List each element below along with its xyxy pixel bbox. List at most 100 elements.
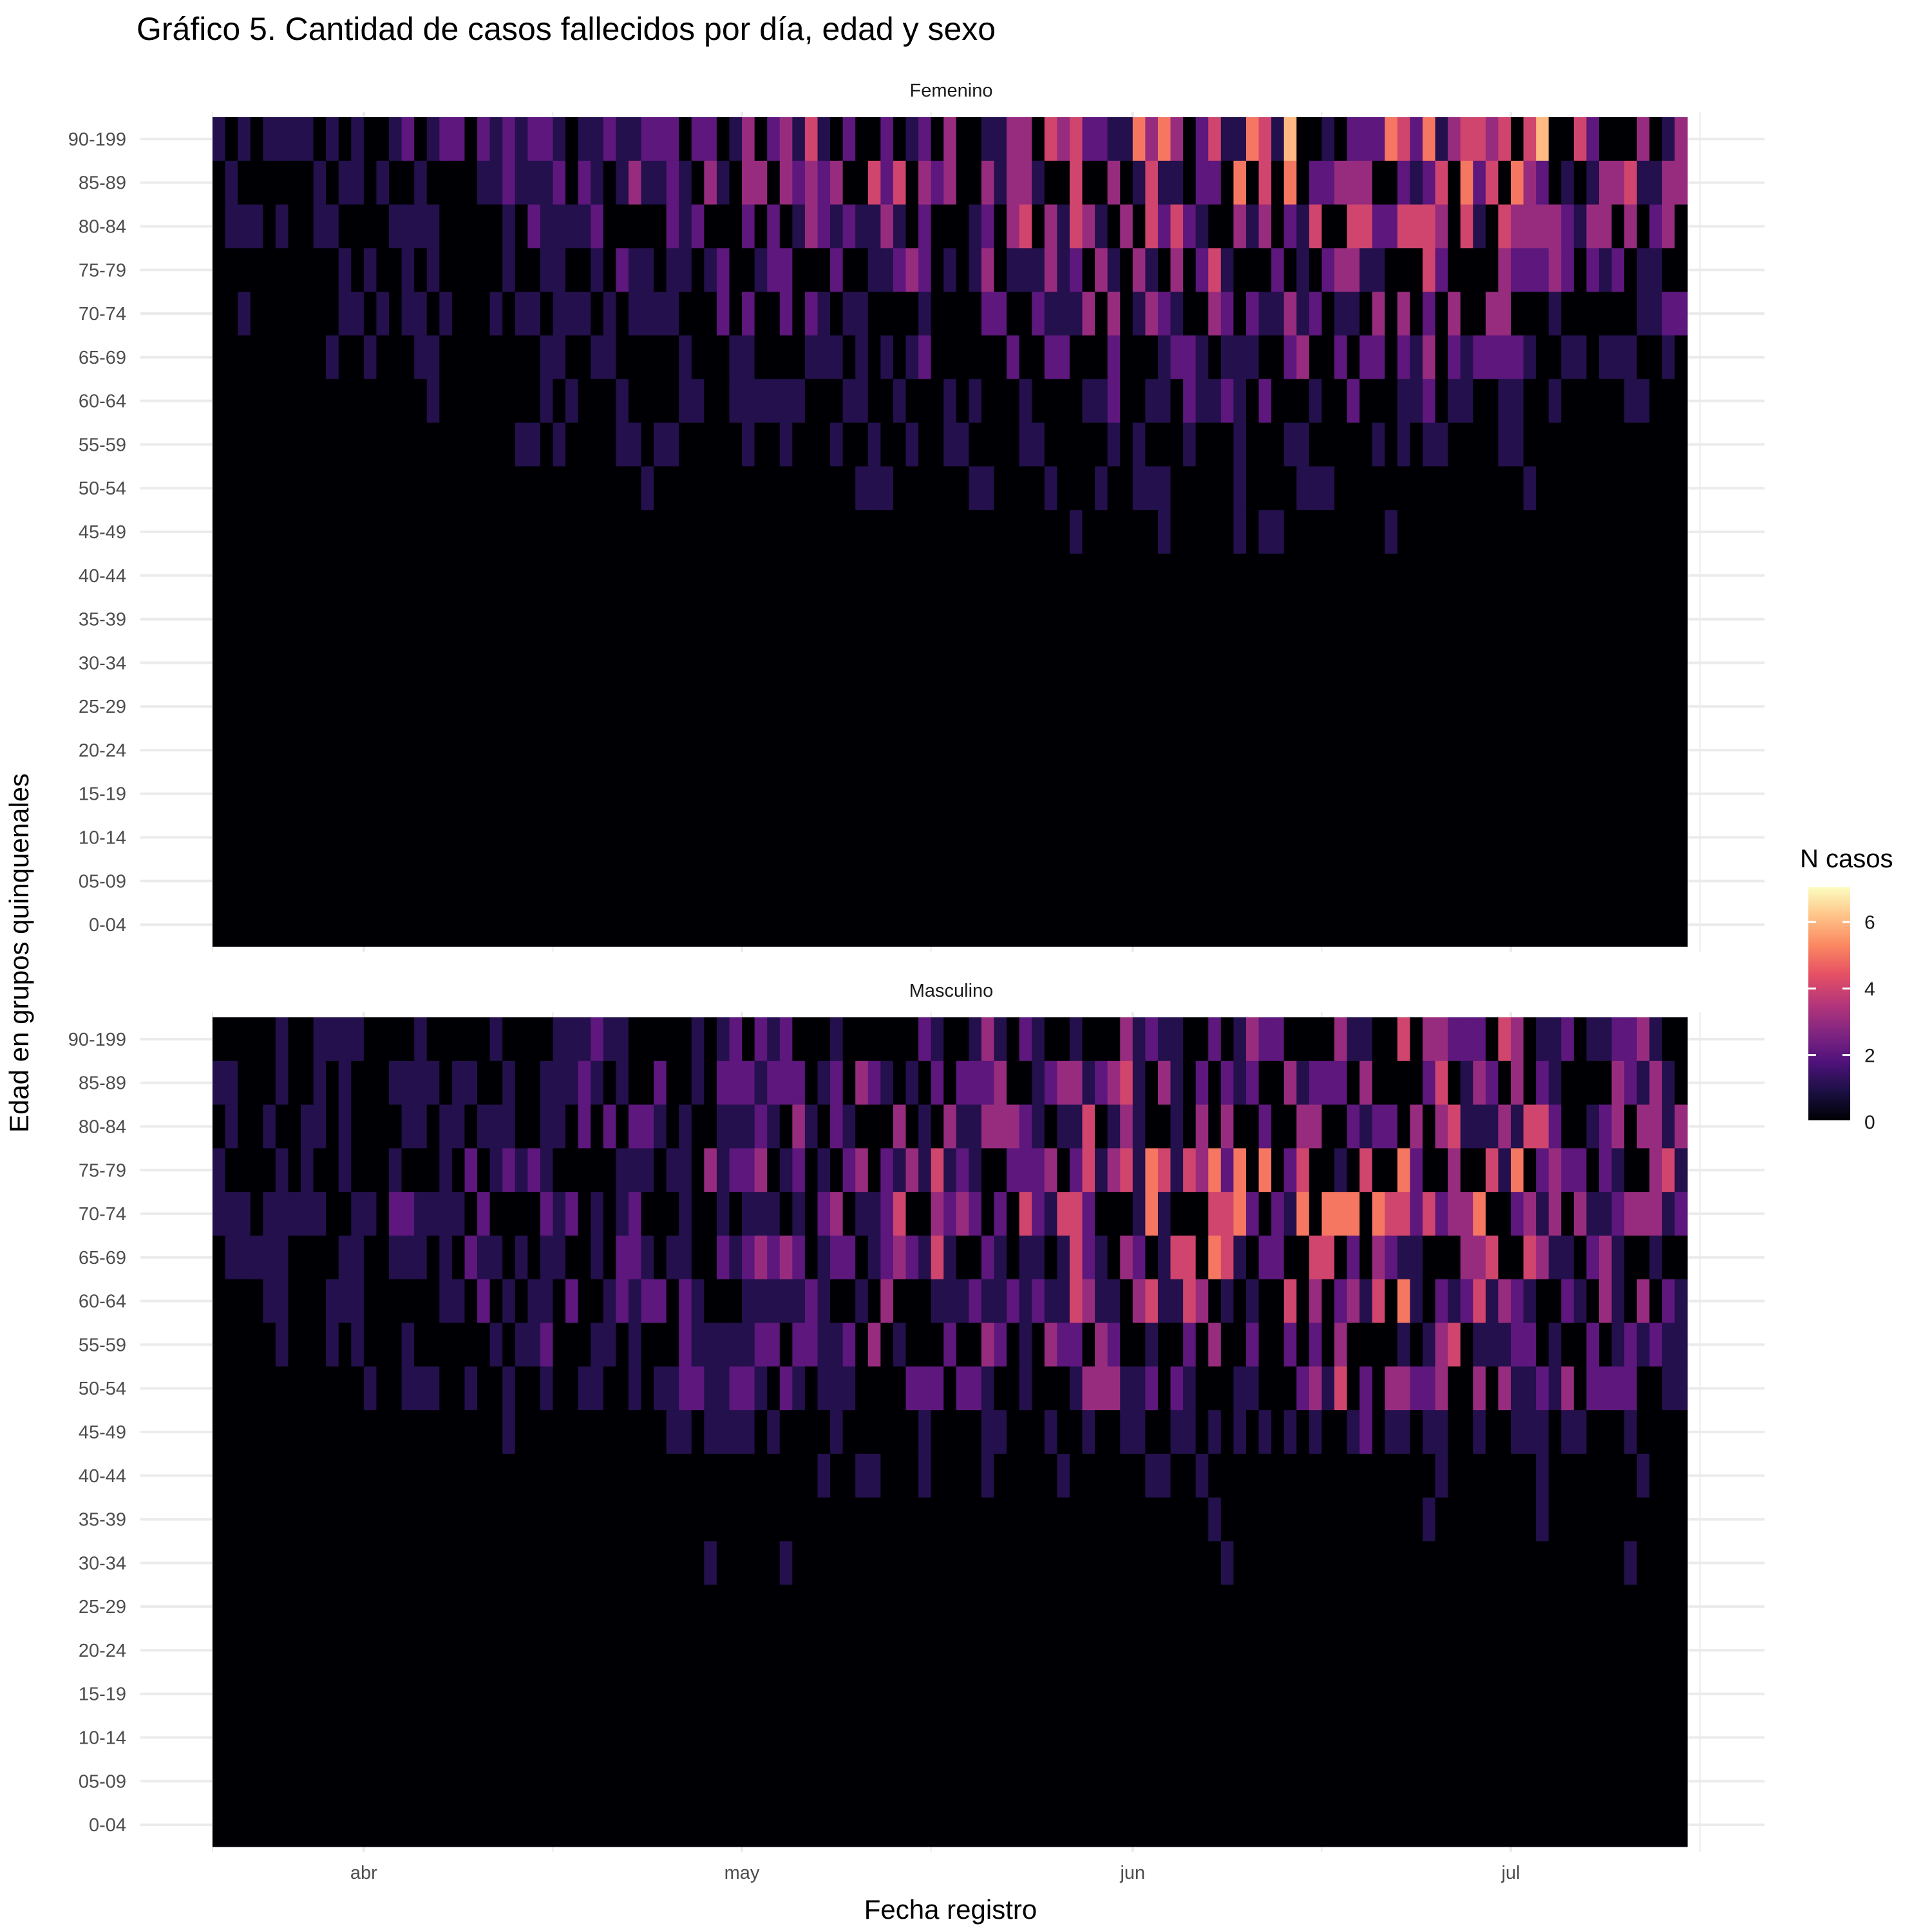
heat-cell [527, 728, 541, 773]
heat-cell [1082, 1715, 1095, 1760]
heat-cell [275, 597, 289, 642]
heat-cell [1283, 422, 1297, 467]
heat-cell [414, 204, 428, 249]
heat-cell [1032, 1323, 1045, 1367]
heat-cell [1208, 1366, 1222, 1411]
heat-cell [956, 553, 969, 598]
heat-cell [1170, 160, 1184, 205]
heat-cell [1220, 1759, 1234, 1804]
heat-cell [1473, 1235, 1486, 1280]
heat-cell [691, 728, 705, 773]
legend-tick-label: 2 [1864, 1046, 1875, 1067]
heat-cell [1359, 204, 1373, 249]
heat-cell [326, 335, 339, 380]
heat-cell [666, 1410, 679, 1455]
heat-cell [1611, 1585, 1625, 1629]
heat-cell [1435, 1541, 1448, 1585]
heat-cell [414, 771, 428, 816]
heat-cell [502, 553, 516, 598]
heat-cell [867, 1017, 881, 1062]
heat-cell [1132, 684, 1146, 729]
heat-cell [1095, 117, 1108, 162]
heat-cell [679, 771, 692, 816]
heat-cell [679, 815, 692, 860]
heat-cell [1296, 1366, 1310, 1411]
heat-cell [591, 684, 604, 729]
heat-cell [238, 1410, 251, 1455]
heat-cell [1195, 597, 1209, 642]
heat-cell [363, 422, 377, 467]
heat-cell [464, 684, 478, 729]
heat-cell [451, 859, 466, 903]
heat-cell [477, 379, 491, 424]
heat-cell [1334, 335, 1348, 380]
heat-cell [225, 815, 238, 860]
heat-cell [1245, 248, 1260, 292]
heat-cell [1598, 815, 1613, 860]
heat-cell [1586, 1672, 1600, 1717]
heat-cell [527, 1541, 541, 1585]
heat-cell [1195, 641, 1209, 685]
legend-tick-label: 4 [1864, 979, 1875, 1000]
heat-cell [1032, 1235, 1045, 1280]
heat-cell [1448, 1366, 1461, 1411]
heat-cell [591, 1192, 604, 1236]
heat-cell [1611, 1279, 1625, 1324]
heat-cell [1548, 422, 1562, 467]
heat-cell [1271, 1410, 1285, 1455]
heat-cell [1422, 1104, 1436, 1149]
heat-cell [981, 1192, 995, 1236]
heat-cell [1460, 553, 1473, 598]
heat-cell [1548, 466, 1562, 511]
heat-cell [238, 1453, 251, 1498]
heat-cell [250, 1497, 263, 1542]
heat-cell [376, 1541, 390, 1585]
heat-cell [817, 292, 831, 336]
heat-cell [716, 553, 730, 598]
heat-cell [1044, 422, 1057, 467]
heat-cell [1372, 1585, 1385, 1629]
heat-cell [426, 335, 440, 380]
heat-cell [704, 1672, 717, 1717]
heat-cell [275, 903, 289, 947]
heat-cell [1208, 1759, 1222, 1804]
heat-cell [1448, 1192, 1461, 1236]
heat-cell [641, 160, 654, 205]
heat-cell [704, 1279, 717, 1324]
heat-cell [1283, 117, 1297, 162]
heat-cell [1183, 160, 1197, 205]
heat-cell [1019, 1410, 1032, 1455]
x-tick-label: abr [350, 1863, 377, 1883]
heat-cell [250, 292, 263, 336]
heat-cell [1385, 1410, 1398, 1455]
heat-cell [1385, 1366, 1398, 1411]
heat-cell [956, 160, 969, 205]
heat-cell [1107, 117, 1121, 162]
heat-cell [238, 160, 251, 205]
heat-cell [1435, 1672, 1448, 1717]
heat-cell [1120, 1497, 1133, 1542]
heat-cell [641, 1497, 654, 1542]
heat-cell [1082, 160, 1095, 205]
heat-cell [830, 859, 844, 903]
heat-cell [1372, 510, 1385, 554]
heat-cell [288, 1497, 301, 1542]
heat-cell [376, 1453, 390, 1498]
heat-cell [742, 1585, 755, 1629]
heat-cell [1309, 684, 1322, 729]
heat-cell [817, 728, 831, 773]
heat-cell [338, 1672, 352, 1717]
heat-cell [1157, 1453, 1171, 1498]
heat-cell [1649, 1410, 1663, 1455]
heat-cell [1548, 1585, 1562, 1629]
heat-cell [414, 160, 428, 205]
heat-cell [1283, 1585, 1297, 1629]
heat-cell [1245, 1585, 1260, 1629]
heat-cell [817, 1148, 831, 1192]
heat-cell [1674, 1017, 1688, 1062]
heat-cell [1397, 466, 1410, 511]
heat-cell [389, 1148, 402, 1192]
heat-cell [616, 1060, 629, 1106]
y-tick-label: 55-59 [79, 435, 126, 455]
heat-cell [238, 1672, 251, 1717]
